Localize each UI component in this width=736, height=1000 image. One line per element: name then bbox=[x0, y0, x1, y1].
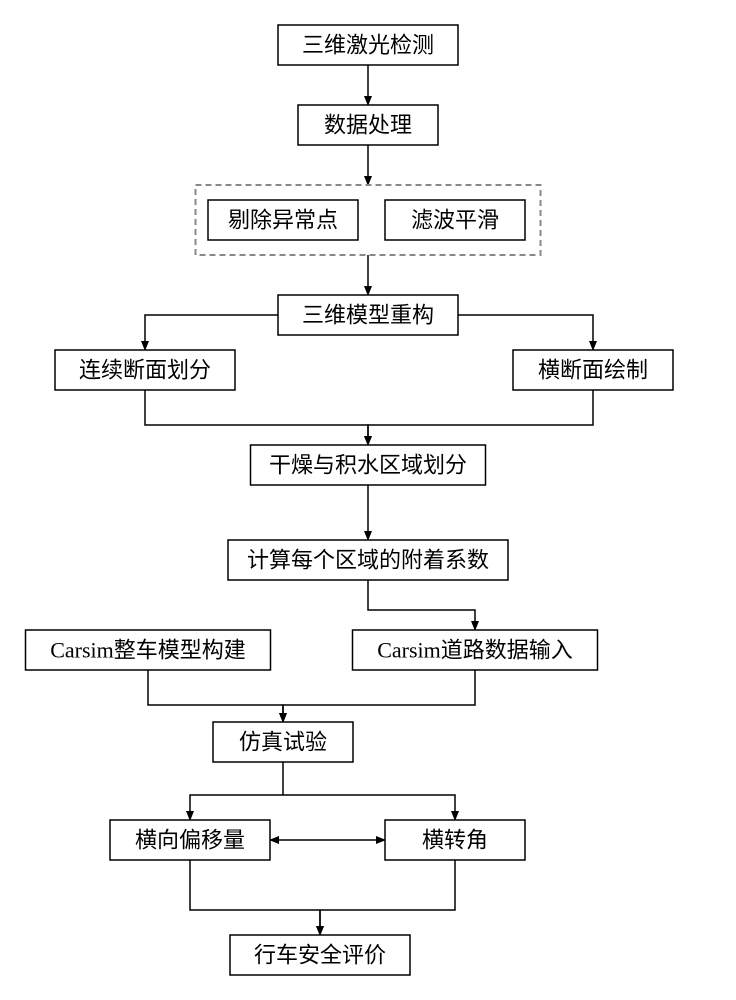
flowchart-diagram: 三维激光检测数据处理剔除异常点 滤波平滑三维模型重构连续断面划分 横断面绘制干燥与积… bbox=[0, 0, 736, 1000]
node-label: 三维激光检测 bbox=[302, 33, 434, 58]
edges-layer bbox=[145, 65, 593, 935]
flowchart-node: 数据处理 bbox=[298, 105, 438, 145]
edge bbox=[368, 580, 475, 630]
node-label: 连续断面划分 bbox=[79, 358, 211, 383]
node-label: 行车安全评价 bbox=[254, 943, 386, 968]
flowchart-node: 横转角 bbox=[385, 820, 525, 860]
flowchart-node: Carsim道路数据输入 bbox=[353, 630, 598, 670]
node-label: 三维模型重构 bbox=[302, 303, 434, 328]
flowchart-node: 仿真试验 bbox=[213, 722, 353, 762]
flowchart-node: 滤波平滑 bbox=[385, 200, 525, 240]
edge bbox=[145, 315, 278, 350]
nodes-layer: 三维激光检测数据处理剔除异常点 滤波平滑三维模型重构连续断面划分 横断面绘制干燥与积… bbox=[26, 25, 674, 975]
edge bbox=[320, 860, 455, 935]
flowchart-node: 三维模型重构 bbox=[278, 295, 458, 335]
node-label: Carsim整车模型构建 bbox=[50, 638, 246, 663]
node-label: 仿真试验 bbox=[239, 730, 327, 755]
node-label: 横向偏移量 bbox=[135, 828, 245, 853]
node-label: 横断面绘制 bbox=[538, 358, 648, 383]
node-label: 剔除异常点 bbox=[228, 208, 338, 233]
flowchart-node: 剔除异常点 bbox=[208, 200, 358, 240]
edge bbox=[190, 860, 320, 935]
edge bbox=[283, 795, 455, 820]
flowchart-node: 连续断面划分 bbox=[55, 350, 235, 390]
flowchart-node: 三维激光检测 bbox=[278, 25, 458, 65]
flowchart-node: 横向偏移量 bbox=[110, 820, 270, 860]
node-label: 横转角 bbox=[422, 828, 488, 853]
flowchart-node: 干燥与积水区域划分 bbox=[251, 445, 486, 485]
edge bbox=[458, 315, 593, 350]
node-label: 干燥与积水区域划分 bbox=[269, 453, 467, 478]
edge bbox=[145, 390, 368, 445]
edge bbox=[190, 795, 283, 820]
edge bbox=[368, 390, 593, 445]
flowchart-node: Carsim整车模型构建 bbox=[26, 630, 271, 670]
node-label: 计算每个区域的附着系数 bbox=[247, 548, 489, 573]
edge bbox=[283, 670, 475, 722]
edge bbox=[148, 670, 283, 722]
node-label: 滤波平滑 bbox=[411, 208, 499, 233]
flowchart-node: 横断面绘制 bbox=[513, 350, 673, 390]
flowchart-node: 行车安全评价 bbox=[230, 935, 410, 975]
flowchart-node: 计算每个区域的附着系数 bbox=[228, 540, 508, 580]
node-label: Carsim道路数据输入 bbox=[377, 638, 573, 663]
node-label: 数据处理 bbox=[324, 113, 412, 138]
